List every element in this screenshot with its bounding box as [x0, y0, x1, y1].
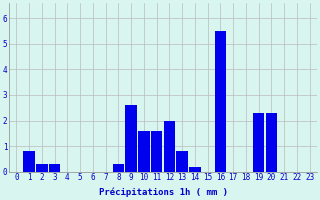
- Bar: [164, 121, 175, 172]
- Bar: [215, 31, 226, 172]
- Bar: [253, 113, 264, 172]
- Bar: [49, 164, 60, 172]
- X-axis label: Précipitations 1h ( mm ): Précipitations 1h ( mm ): [99, 188, 228, 197]
- Bar: [23, 151, 35, 172]
- Bar: [176, 151, 188, 172]
- Bar: [151, 131, 162, 172]
- Bar: [36, 164, 48, 172]
- Bar: [189, 167, 201, 172]
- Bar: [138, 131, 150, 172]
- Bar: [125, 105, 137, 172]
- Bar: [113, 164, 124, 172]
- Bar: [266, 113, 277, 172]
